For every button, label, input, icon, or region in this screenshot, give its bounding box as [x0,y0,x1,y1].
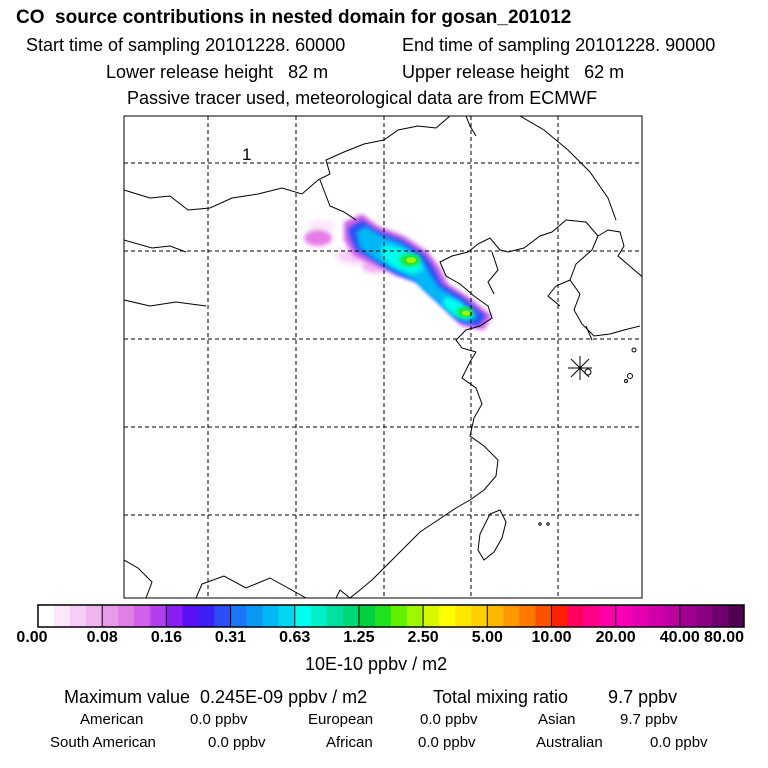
end-time-text: End time of sampling 20101228. 90000 [402,35,716,55]
colorbar-tick-label: 0.31 [214,629,247,646]
colorbar-swatch [214,605,231,627]
colorbar-swatch [134,605,151,627]
colorbar-swatch [278,605,296,627]
colorbar-tick-label: 0.00 [16,629,48,646]
coastlines-borders [124,116,642,598]
colorbar-swatch [407,605,424,627]
american-value: 0.0 ppbv [190,711,248,728]
colorbar-swatch [54,605,71,627]
colorbar-swatch [262,605,280,627]
colorbar-swatch [535,605,552,627]
colorbar-tick-label: 1.25 [343,629,375,646]
asian-value: 9.7 ppbv [620,711,678,728]
australian-value: 0.0 ppbv [650,734,708,751]
colorbar-swatch [374,605,392,627]
upper-release-text: Upper release height 62 m [402,62,625,82]
south-american-label: South American [50,734,156,751]
colorbar-swatch [102,605,119,627]
european-value: 0.0 ppbv [420,711,478,728]
colorbar-swatch [711,605,729,627]
colorbar-swatch [727,605,745,627]
start-time-text: Start time of sampling 20101228. 60000 [26,35,346,55]
colorbar-tick-label: 5.00 [471,629,503,646]
total-mixing-text: Total mixing ratio 9.7 ppbv [433,687,678,707]
colorbar-swatch [439,605,456,627]
colorbar-swatch [230,605,247,627]
asian-label: Asian [538,711,576,728]
concentration-plume [304,214,492,330]
map-frame [123,115,643,599]
colorbar-swatch [503,605,520,627]
colorbar-swatch [326,605,344,627]
colorbar-tick-label: 20.00 [595,629,636,646]
panel-label: 1 [242,145,251,164]
colorbar-swatch [166,605,183,627]
colorbar-tick-label: 0.63 [279,629,311,646]
colorbar-swatch [358,605,376,627]
australian-label: Australian [536,734,603,751]
colorbar-swatch [342,605,360,627]
colorbar-swatch [294,605,312,627]
map-frame-background [124,116,642,598]
colorbar-swatch [615,605,633,627]
plot-title: CO source contributions in nested domain… [16,7,572,28]
tracer-note-text: Passive tracer used, meteorological data… [127,88,598,108]
colorbar-swatch [246,605,264,627]
south-american-value: 0.0 ppbv [208,734,266,751]
european-label: European [308,711,374,728]
colorbar-swatch [310,605,328,627]
colorbar-swatch [182,605,199,627]
colorbar-swatch [471,605,488,627]
colorbar-swatch [423,605,440,627]
colorbar-tick-label: 2.50 [407,629,439,646]
colorbar-tick-label: 10.00 [531,629,572,646]
colorbar-swatch [38,605,55,627]
colorbar-swatch [599,605,617,627]
african-value: 0.0 ppbv [418,734,476,751]
colorbar-swatch [663,605,681,627]
receptor-star-icon [568,356,592,380]
american-label: American [80,711,144,728]
colorbar-swatch [198,605,215,627]
colorbar-swatch [487,605,504,627]
max-value-text: Maximum value 0.245E-09 ppbv / m2 [64,687,368,707]
colorbar-swatch [150,605,167,627]
colorbar-unit: 10E-10 ppbv / m2 [305,654,448,674]
colorbar-swatch [86,605,103,627]
colorbar-swatch [647,605,665,627]
colorbar-swatch [567,605,584,627]
colorbar-swatch [70,605,87,627]
lower-release-text: Lower release height 82 m [106,62,329,82]
colorbar-swatch [455,605,472,627]
colorbar-swatch [519,605,536,627]
colorbar-swatch [391,605,408,627]
colorbar-swatch [695,605,713,627]
colorbar-swatch [679,605,697,627]
colorbar-tick-label: 0.16 [150,629,182,646]
colorbar-swatch [551,605,568,627]
colorbar-tick-label: 40.00 [659,629,700,646]
colorbar-border [37,604,745,628]
colorbar-swatch [583,605,600,627]
colorbar-swatch [118,605,135,627]
lat-lon-grid [124,116,642,598]
colorbar-tick-label: 0.08 [86,629,118,646]
colorbar [37,604,745,628]
african-label: African [326,734,373,751]
colorbar-tick-label: 80.00 [703,629,745,646]
colorbar-swatch [631,605,649,627]
